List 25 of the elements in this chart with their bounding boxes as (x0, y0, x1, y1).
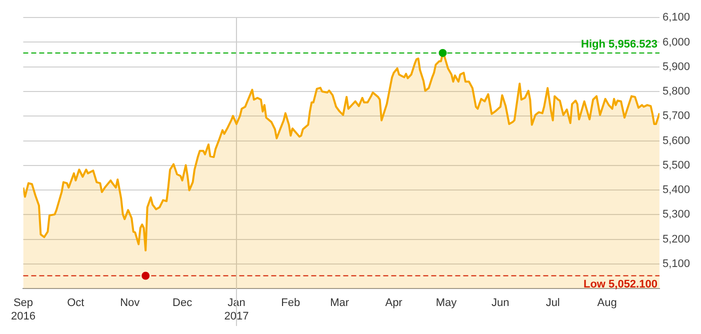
x-tick-label: Nov (120, 297, 140, 310)
y-tick-label: 5,400 (662, 184, 690, 196)
x-tick-label: Jun (492, 297, 510, 310)
y-tick-label: 5,200 (662, 233, 690, 246)
x-tick-label: Dec (172, 297, 193, 310)
y-tick-label: 5,300 (662, 208, 690, 221)
x-tick-label: Feb (281, 297, 300, 310)
y-tick-label: 5,100 (662, 258, 690, 270)
y-tick-label: 5,600 (662, 134, 690, 147)
y-tick-label: 6,000 (662, 36, 690, 48)
y-tick-label: 5,900 (662, 60, 690, 73)
y-tick-label: 5,500 (662, 159, 690, 172)
x-tick-label: Jul (546, 297, 560, 310)
y-tick-label: 5,800 (662, 86, 690, 98)
x-tick-label: May (436, 297, 458, 310)
ref-line-label: Low 5,052.100 (583, 278, 658, 290)
y-tick-label: 5,700 (662, 110, 690, 122)
x-tick-label: Aug (597, 297, 617, 310)
ref-line-label: High 5,956.523 (581, 38, 658, 50)
x-tick-label: Oct (67, 297, 84, 310)
x-tick-label: Sep 2016 (10, 297, 36, 322)
x-tick-label: Mar (330, 297, 350, 310)
x-tick-label: Jan 2017 (224, 297, 249, 322)
x-tick-label: Apr (385, 297, 403, 310)
y-tick-label: 6,100 (662, 12, 690, 24)
